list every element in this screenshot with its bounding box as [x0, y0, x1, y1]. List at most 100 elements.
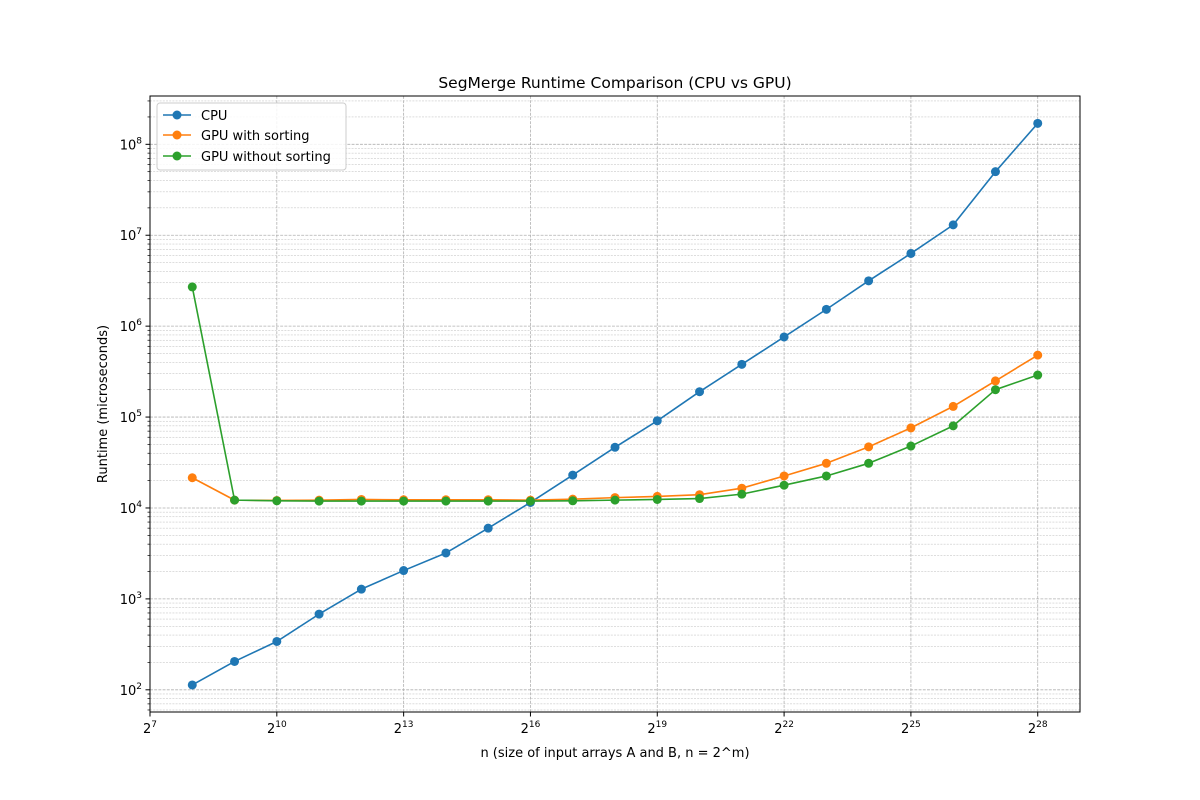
y-tick-label: 106 — [120, 318, 143, 335]
series-0-point — [314, 609, 324, 619]
legend-label-cpu: CPU — [201, 109, 227, 124]
x-tick-base: 2 — [267, 722, 275, 737]
y-tick-exponent: 3 — [136, 591, 142, 601]
series-1-point — [864, 442, 874, 452]
x-tick-label: 27 — [143, 720, 157, 737]
y-axis-label: Runtime (microseconds) — [96, 325, 111, 483]
series-0-point — [187, 680, 197, 690]
series-2-point — [356, 496, 366, 506]
series-2-point — [610, 495, 620, 505]
x-axis-ticks: 27 210 213 216 219 222 225 228 — [143, 712, 1048, 737]
x-tick-exponent: 19 — [656, 720, 668, 730]
series-lines — [187, 118, 1043, 690]
x-tick-label: 222 — [774, 720, 794, 737]
y-tick-exponent: 6 — [136, 318, 142, 328]
series-0-point — [483, 523, 493, 533]
series-0-point — [779, 332, 789, 342]
series-0-point — [695, 387, 705, 397]
series-1-point — [1033, 350, 1043, 360]
x-tick-base: 2 — [394, 722, 402, 737]
series-2-point — [272, 496, 282, 506]
series-1-point — [906, 423, 916, 433]
y-tick-base: 10 — [120, 684, 137, 699]
y-tick-base: 10 — [120, 502, 137, 517]
series-2-point — [568, 496, 578, 506]
legend-label-gpu-sorting: GPU with sorting — [201, 129, 310, 144]
legend: CPU GPU with sorting GPU without sorting — [156, 102, 347, 171]
series-2-point — [187, 282, 197, 292]
series-0-point — [610, 442, 620, 452]
series-1-point — [187, 473, 197, 483]
x-tick-base: 2 — [143, 722, 151, 737]
series-1-point — [990, 376, 1000, 386]
y-tick-exponent: 4 — [136, 500, 142, 510]
series-2-point — [314, 496, 324, 506]
x-tick-exponent: 10 — [275, 720, 287, 730]
series-0-point — [399, 566, 409, 576]
series-2-point — [230, 495, 240, 505]
x-tick-exponent: 25 — [909, 720, 920, 730]
series-2-point — [779, 480, 789, 490]
y-tick-base: 10 — [120, 138, 137, 153]
x-tick-label: 219 — [647, 720, 667, 737]
series-1-point — [821, 458, 831, 468]
x-tick-exponent: 7 — [151, 720, 157, 730]
series-2-point — [399, 496, 409, 506]
y-tick-label: 108 — [120, 136, 143, 153]
series-0-point — [272, 636, 282, 646]
y-tick-label: 102 — [120, 682, 142, 699]
series-0-point — [568, 470, 578, 480]
series-2-point — [864, 458, 874, 468]
series-0-point — [906, 248, 916, 258]
series-2-point — [1033, 370, 1043, 380]
chart-title: SegMerge Runtime Comparison (CPU vs GPU) — [438, 74, 791, 92]
x-tick-base: 2 — [1028, 722, 1036, 737]
series-2-point — [483, 496, 493, 506]
x-tick-label: 210 — [267, 720, 287, 737]
series-2-point — [906, 441, 916, 451]
y-tick-exponent: 8 — [136, 136, 142, 146]
series-0-point — [230, 656, 240, 666]
series-0-point — [948, 220, 958, 230]
series-0-point — [441, 548, 451, 558]
x-tick-exponent: 16 — [529, 720, 541, 730]
y-tick-exponent: 7 — [136, 227, 142, 237]
series-0-point — [864, 276, 874, 286]
x-tick-exponent: 28 — [1036, 720, 1048, 730]
series-2-point — [441, 496, 451, 506]
x-tick-label: 225 — [901, 720, 921, 737]
series-2-point — [652, 494, 662, 504]
y-tick-base: 10 — [120, 411, 137, 426]
series-2-point — [695, 494, 705, 504]
y-tick-label: 107 — [120, 227, 142, 244]
series-2-point — [990, 385, 1000, 395]
y-tick-base: 10 — [120, 320, 137, 335]
y-tick-label: 104 — [120, 500, 143, 517]
legend-label-gpu-no-sorting: GPU without sorting — [201, 150, 331, 165]
legend-box — [156, 102, 347, 171]
x-tick-base: 2 — [647, 722, 655, 737]
series-0-point — [821, 304, 831, 314]
series-2-point — [948, 421, 958, 431]
series-0-point — [1033, 118, 1043, 128]
x-tick-exponent: 13 — [402, 720, 413, 730]
series-2-point — [737, 489, 747, 499]
x-tick-base: 2 — [901, 722, 909, 737]
y-tick-exponent: 5 — [136, 409, 142, 419]
x-tick-label: 213 — [394, 720, 414, 737]
y-tick-base: 10 — [120, 593, 137, 608]
series-0-point — [737, 359, 747, 369]
series-1-point — [948, 401, 958, 411]
x-tick-base: 2 — [521, 722, 529, 737]
y-tick-base: 10 — [120, 229, 137, 244]
series-0-point — [356, 584, 366, 594]
legend-marker-gpu-sorting — [172, 130, 182, 140]
x-tick-exponent: 22 — [783, 720, 794, 730]
series-2-point — [821, 471, 831, 481]
series-0-point — [652, 416, 662, 426]
x-tick-label: 216 — [521, 720, 541, 737]
y-tick-label: 105 — [120, 409, 142, 426]
x-tick-base: 2 — [774, 722, 782, 737]
y-tick-exponent: 2 — [136, 682, 142, 692]
